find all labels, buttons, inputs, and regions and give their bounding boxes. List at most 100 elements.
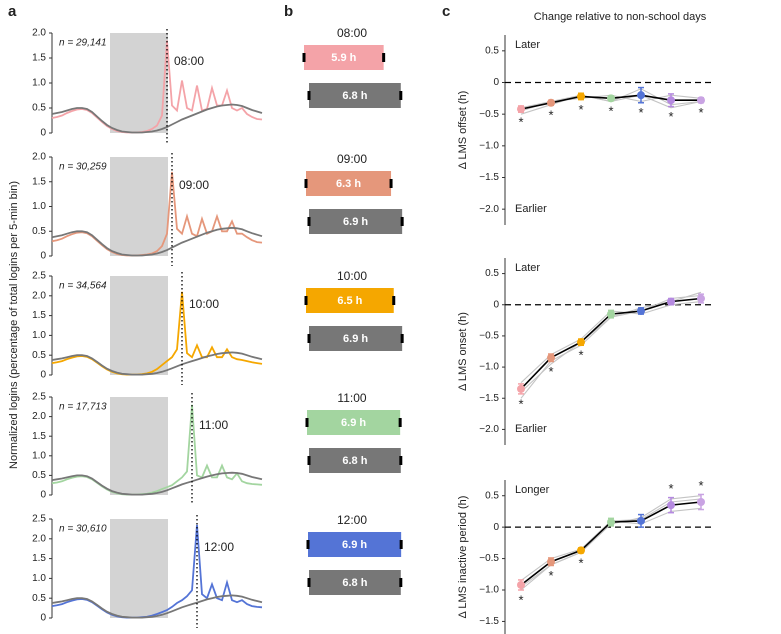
y-tick-label: −2.0 <box>479 204 499 215</box>
error-cap <box>304 179 308 188</box>
significance-marker: * <box>668 481 673 496</box>
error-cap <box>399 456 403 465</box>
mean-point <box>547 353 555 362</box>
y-tick-label: 0.5 <box>485 490 499 501</box>
error-cap <box>302 53 306 62</box>
direction-label: Later <box>515 262 540 274</box>
sample-size: n = 30,259 <box>59 162 107 173</box>
y-axis-label: Δ LMS onset (h) <box>457 312 469 391</box>
y-tick-label: 0 <box>40 370 46 381</box>
bar-label: 5.9 h <box>331 52 356 64</box>
y-tick-label: 0.5 <box>485 268 499 279</box>
significance-marker: * <box>548 364 553 379</box>
y-tick-label: 0 <box>40 128 46 139</box>
y-tick-label: −0.5 <box>479 331 499 342</box>
y-tick-label: −1.5 <box>479 172 499 183</box>
significance-marker: * <box>518 115 523 130</box>
error-cap <box>389 179 393 188</box>
y-tick-label: 0 <box>40 490 46 501</box>
direction-label: Longer <box>515 484 550 496</box>
significance-marker: * <box>518 592 523 607</box>
sample-size: n = 30,610 <box>59 524 107 535</box>
time-label: 10:00 <box>337 269 367 283</box>
mean-point <box>667 297 675 306</box>
duration-bar <box>306 171 392 196</box>
mean-point <box>607 94 615 103</box>
duration-bar <box>307 410 401 435</box>
error-cap <box>307 91 311 100</box>
significance-marker: * <box>578 348 583 363</box>
night-shade <box>110 397 168 495</box>
y-tick-label: 1.5 <box>32 176 46 187</box>
bar-label: 6.9 h <box>343 216 368 228</box>
mean-point <box>637 306 645 315</box>
time-label: 09:00 <box>179 178 209 192</box>
significance-marker: * <box>608 103 613 118</box>
y-tick-label: 1.0 <box>32 330 46 341</box>
error-cap <box>307 456 311 465</box>
error-cap <box>398 418 402 427</box>
y-tick-label: 2.5 <box>32 514 46 525</box>
significance-marker: * <box>548 568 553 583</box>
y-tick-label: 1.0 <box>32 201 46 212</box>
night-shade <box>110 157 168 256</box>
night-shade <box>110 276 168 375</box>
direction-label: Earlier <box>515 423 547 435</box>
series-line <box>51 103 263 134</box>
duration-bar <box>309 570 401 595</box>
mean-point <box>697 294 705 303</box>
y-tick-label: 2.5 <box>32 392 46 403</box>
y-tick-label: −1.5 <box>479 393 499 404</box>
error-cap <box>307 217 311 226</box>
duration-bar <box>309 326 403 351</box>
y-tick-label: 1.5 <box>32 310 46 321</box>
y-axis-label: Normalized logins (percentage of total l… <box>8 181 20 469</box>
y-tick-label: −1.0 <box>479 140 499 151</box>
bar-label: 6.8 h <box>342 577 367 589</box>
y-tick-label: 0 <box>40 613 46 624</box>
duration-bar <box>309 448 401 473</box>
y-axis-label: Δ LMS offset (h) <box>457 91 469 170</box>
duration-bar <box>308 532 402 557</box>
sample-size: n = 17,713 <box>59 402 107 413</box>
y-tick-label: −1.0 <box>479 362 499 373</box>
y-tick-label: 0.5 <box>32 103 46 114</box>
duration-bar <box>306 288 394 313</box>
mean-point <box>547 557 555 566</box>
bar-label: 6.3 h <box>336 178 361 190</box>
error-cap <box>382 53 386 62</box>
panel-title: Change relative to non-school days <box>534 11 707 23</box>
y-tick-label: 1.0 <box>32 78 46 89</box>
bar-label: 6.9 h <box>342 539 367 551</box>
significance-marker: * <box>578 102 583 117</box>
mean-point <box>517 384 525 393</box>
error-cap <box>307 334 311 343</box>
significance-marker: * <box>548 108 553 123</box>
y-tick-label: −0.5 <box>479 553 499 564</box>
night-shade <box>110 33 168 133</box>
duration-bar <box>309 209 403 234</box>
y-tick-label: −1.0 <box>479 585 499 596</box>
y-tick-label: 0.5 <box>485 45 499 56</box>
y-tick-label: 1.0 <box>32 450 46 461</box>
y-tick-label: 2.0 <box>32 152 46 163</box>
mean-point <box>667 96 675 105</box>
mean-point <box>517 580 525 589</box>
y-tick-label: 1.5 <box>32 431 46 442</box>
bar-label: 6.9 h <box>343 333 368 345</box>
error-cap <box>307 578 311 587</box>
y-tick-label: 2.0 <box>32 533 46 544</box>
time-label: 12:00 <box>204 540 234 554</box>
y-tick-label: 1.5 <box>32 553 46 564</box>
error-cap <box>305 418 309 427</box>
y-tick-label: 0.5 <box>32 226 46 237</box>
y-tick-label: 1.0 <box>32 573 46 584</box>
y-tick-label: 1.5 <box>32 53 46 64</box>
y-tick-label: 0 <box>493 522 499 533</box>
y-tick-label: 2.0 <box>32 28 46 39</box>
error-cap <box>399 540 403 549</box>
time-label: 12:00 <box>337 513 367 527</box>
time-label: 10:00 <box>189 297 219 311</box>
y-tick-label: 0.5 <box>32 470 46 481</box>
